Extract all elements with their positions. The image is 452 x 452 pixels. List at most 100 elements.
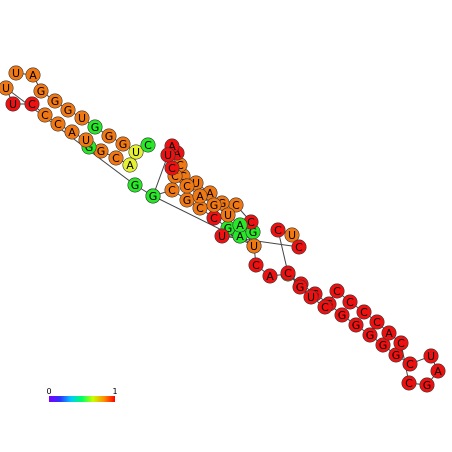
nucleotide-label: G — [85, 141, 94, 154]
nucleotide-circle — [291, 239, 307, 255]
nucleotide-circle — [303, 289, 319, 305]
nucleotide-label: C — [346, 296, 354, 309]
nucleotide-circle — [232, 217, 248, 233]
color-scale-max-label: 1 — [112, 387, 117, 396]
nucleotide-circle — [280, 265, 296, 281]
nucleotide-57: C — [280, 265, 296, 281]
nucleotide-circle — [140, 137, 156, 153]
nucleotide-circle — [8, 65, 24, 81]
color-scale-bar — [49, 396, 115, 402]
nucleotide-circle — [192, 188, 208, 204]
nucleotide-nodes: UAGGGUGGGUCACGGUACCCUUGGCGCCGUUCAAGGGGGG… — [0, 65, 446, 393]
nucleotide-circle — [47, 93, 63, 109]
nucleotide-label: A — [196, 190, 204, 203]
nucleotide-circle — [248, 257, 264, 273]
nucleotide-label: G — [131, 179, 140, 192]
nucleotide-label: U — [218, 230, 226, 243]
nucleotide-79: A — [192, 188, 208, 204]
nucleotide-label: A — [266, 270, 274, 283]
nucleotide-circle — [262, 268, 278, 284]
nucleotide-52: C — [342, 294, 358, 310]
nucleotide-label: C — [183, 180, 191, 193]
nucleotide-75: U — [246, 238, 262, 254]
nucleotide-circle — [342, 294, 358, 310]
nucleotide-38: G — [334, 307, 350, 323]
nucleotide-label: A — [68, 126, 76, 139]
nucleotide-65: C — [228, 197, 244, 213]
nucleotide-label: A — [434, 365, 442, 378]
nucleotide-circle — [430, 363, 446, 379]
nucleotide-circle — [206, 197, 222, 213]
nucleotide-label: U — [132, 146, 140, 159]
nucleotide-label: U — [288, 229, 296, 242]
nucleotide-26: G — [179, 192, 195, 208]
nucleotide-circle — [292, 279, 308, 295]
nucleotide-13: C — [108, 150, 124, 166]
nucleotide-59: U — [284, 227, 300, 243]
nucleotide-23: G — [127, 177, 143, 193]
nucleotide-label: A — [173, 147, 181, 160]
nucleotide-20: C — [24, 96, 40, 112]
nucleotide-label: G — [119, 138, 128, 151]
nucleotide-label: G — [423, 379, 432, 392]
nucleotide-circle — [214, 228, 230, 244]
nucleotide-61: U — [214, 228, 230, 244]
nucleotide-label: C — [247, 216, 255, 229]
nucleotide-circle — [128, 144, 144, 160]
nucleotide-60: C — [291, 239, 307, 255]
nucleotide-label: U — [192, 177, 200, 190]
nucleotide-label: U — [307, 291, 315, 304]
nucleotide-label: U — [427, 350, 435, 363]
nucleotide-circle — [37, 107, 53, 123]
nucleotide-label: G — [97, 145, 106, 158]
nucleotide-1: U — [8, 65, 24, 81]
nucleotide-circle — [375, 337, 391, 353]
nucleotide-16: U — [78, 132, 94, 148]
nucleotide-5: G — [60, 102, 76, 118]
nucleotide-83: U — [160, 147, 176, 163]
nucleotide-label: G — [149, 190, 158, 203]
nucleotide-circle — [348, 317, 364, 333]
nucleotide-label: A — [126, 159, 134, 172]
nucleotide-label: G — [338, 309, 347, 322]
nucleotide-circle — [50, 116, 66, 132]
nucleotide-label: A — [236, 230, 244, 243]
nucleotide-label: G — [210, 199, 219, 212]
nucleotide-54: C — [317, 299, 333, 315]
nucleotide-circle — [108, 150, 124, 166]
nucleotide-label: C — [171, 170, 179, 183]
nucleotide-32: C — [248, 257, 264, 273]
nucleotide-6: U — [74, 110, 90, 126]
nucleotide-label: G — [392, 349, 401, 362]
nucleotide-label: G — [379, 339, 388, 352]
nucleotide-circle — [145, 188, 161, 204]
nucleotide-circle — [122, 157, 138, 173]
nucleotide-3: G — [33, 83, 49, 99]
nucleotide-50: C — [369, 314, 385, 330]
nucleotide-43: C — [402, 356, 418, 372]
nucleotide-label: C — [274, 224, 282, 237]
nucleotide-circle — [64, 124, 80, 140]
nucleotide-label: A — [385, 327, 393, 340]
nucleotide-46: G — [419, 377, 435, 393]
nucleotide-circle — [33, 83, 49, 99]
nucleotide-11: C — [140, 137, 156, 153]
nucleotide-33: A — [262, 268, 278, 284]
nucleotide-55: U — [303, 289, 319, 305]
nucleotide-label: C — [168, 184, 176, 197]
nucleotide-58: C — [270, 222, 286, 238]
nucleotide-label: A — [236, 219, 244, 232]
nucleotide-label: G — [352, 319, 361, 332]
nucleotide-label: C — [176, 159, 184, 172]
nucleotide-47: C — [401, 375, 417, 391]
nucleotide-label: G — [37, 85, 46, 98]
nucleotide-label: C — [284, 267, 292, 280]
nucleotide-label: C — [232, 199, 240, 212]
nucleotide-53: C — [329, 283, 345, 299]
nucleotide-label: C — [179, 170, 187, 183]
nucleotide-circle — [78, 132, 94, 148]
nucleotide-circle — [246, 238, 262, 254]
nucleotide-label: C — [196, 202, 204, 215]
nucleotide-circle — [74, 110, 90, 126]
nucleotide-label: C — [210, 212, 218, 225]
